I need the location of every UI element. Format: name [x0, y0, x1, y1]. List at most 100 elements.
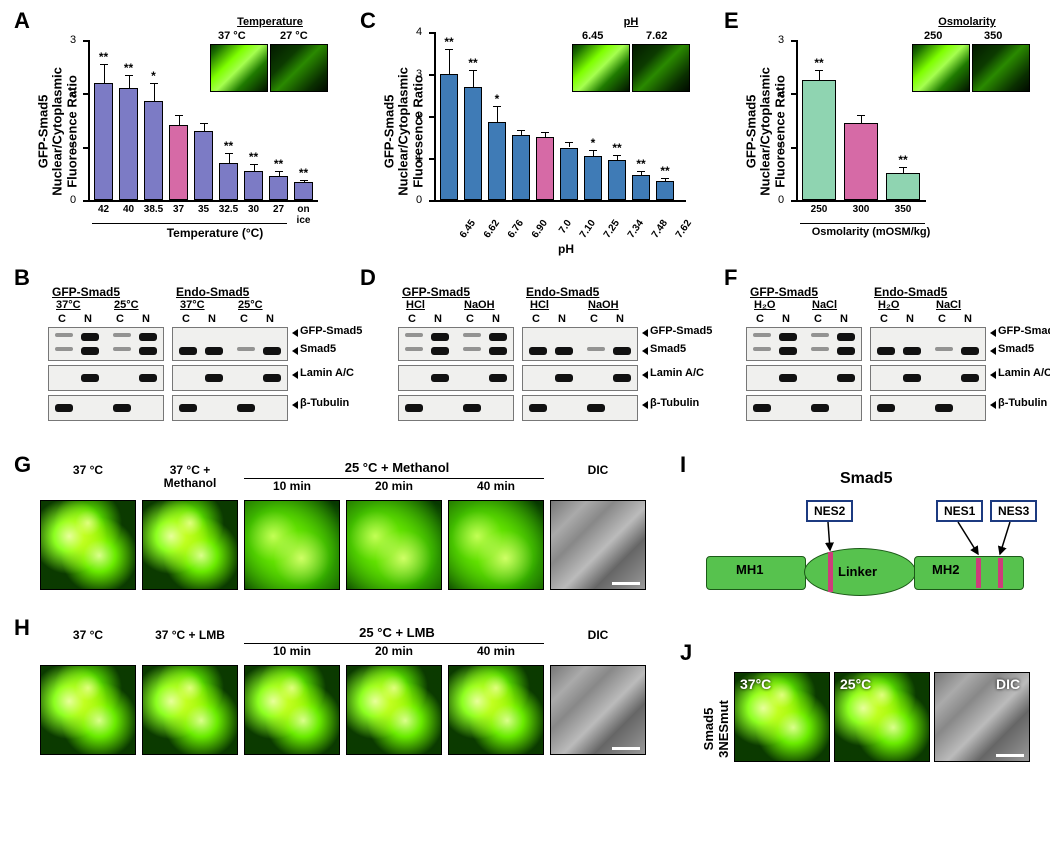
fluo-image: [550, 665, 646, 755]
errcap: [125, 75, 133, 76]
band: [113, 404, 131, 412]
fluo-image: [244, 665, 340, 755]
errcap: [541, 132, 549, 133]
sig-marker: **: [660, 164, 669, 178]
band: [405, 347, 423, 351]
bar: [656, 181, 674, 200]
smad5-diagram: Smad5 MH1 Linker MH2 NES2 NES1 NES3: [700, 470, 1030, 620]
blot-cond: 25°C: [114, 299, 139, 311]
errcap: [225, 153, 233, 154]
arrowhead-icon: [642, 329, 648, 337]
bar: [294, 182, 313, 200]
sig-marker: **: [249, 150, 258, 164]
band: [529, 347, 547, 355]
blot-cond: 37°C: [56, 299, 81, 311]
fluo-image: [346, 500, 442, 590]
band: [877, 347, 895, 355]
blot-lane: C: [116, 313, 124, 325]
band: [837, 374, 855, 382]
arrowhead-icon: [990, 371, 996, 379]
arrowhead-icon: [292, 329, 298, 337]
cell-label: 10 min: [244, 480, 340, 493]
blot-lane: C: [466, 313, 474, 325]
y-axis-C: [434, 32, 436, 200]
ytick-label: 3: [416, 68, 422, 80]
panel-letter-E: E: [724, 8, 739, 34]
sig-marker: **: [124, 61, 133, 75]
errbar: [154, 83, 155, 102]
fluo-image: [448, 500, 544, 590]
blot-title: Endo-Smad5: [874, 285, 947, 299]
blot-title: GFP-Smad5: [750, 285, 818, 299]
blot-lane: C: [240, 313, 248, 325]
errcap: [613, 155, 621, 156]
fluo-image: [142, 665, 238, 755]
blot-rowlabel: Lamin A/C: [998, 367, 1050, 379]
ytick: [83, 200, 88, 202]
blot-rowlabel: β-Tubulin: [650, 397, 699, 409]
ytick-label: 0: [416, 194, 422, 206]
band: [903, 374, 921, 382]
band: [55, 404, 73, 412]
arrowhead-icon: [642, 401, 648, 409]
fluo-image: [550, 500, 646, 590]
blot-lane: N: [558, 313, 566, 325]
band: [489, 374, 507, 382]
ytick: [791, 40, 796, 42]
blot-B: GFP-Smad537°CCN25°CCNEndo-Smad537°CCN25°…: [36, 285, 346, 445]
blot-cond: H₂O: [754, 299, 775, 311]
blot-cond: NaCl: [936, 299, 961, 311]
blot-lane: C: [532, 313, 540, 325]
sig-marker: *: [151, 69, 156, 83]
band: [935, 347, 953, 351]
ytick-label: 4: [416, 26, 422, 38]
ytick: [83, 40, 88, 42]
j-side-label: Smad5 3NESmut: [701, 679, 731, 779]
bar: [512, 135, 530, 200]
errcap: [493, 106, 501, 107]
errbar: [204, 123, 205, 131]
bar: [584, 156, 602, 200]
bar-xlabel: 40: [116, 204, 141, 215]
j-lbl-37: 37°C: [740, 676, 771, 692]
sig-marker: **: [814, 56, 823, 70]
sig-marker: **: [636, 157, 645, 171]
blot-lane: C: [58, 313, 66, 325]
j-lbl-25: 25°C: [840, 676, 871, 692]
cell-label: DIC: [550, 629, 646, 642]
band: [81, 347, 99, 355]
sig-marker: **: [224, 139, 233, 153]
ytick-label: 2: [778, 87, 784, 99]
band: [179, 404, 197, 412]
errcap: [517, 130, 525, 131]
ytick-label: 1: [778, 141, 784, 153]
band: [463, 404, 481, 412]
cell-label: 40 min: [448, 645, 544, 658]
errcap: [899, 167, 907, 168]
band: [81, 333, 99, 341]
insetE-label-2: 350: [984, 30, 1002, 42]
band: [431, 333, 449, 341]
panel-letter-D: D: [360, 265, 376, 291]
cell-label: 20 min: [346, 645, 442, 658]
cell-label: 40 min: [448, 480, 544, 493]
bar: [536, 137, 554, 200]
blot-D: GFP-Smad5HClCNNaOHCNEndo-Smad5HClCNNaOHC…: [386, 285, 706, 445]
blot-cond: NaOH: [588, 299, 619, 311]
band: [237, 404, 255, 412]
blot-lane: N: [142, 313, 150, 325]
y-axis-E: [796, 40, 798, 200]
insetA-label-1: 37 °C: [218, 30, 246, 42]
insetA-img-27: [270, 44, 328, 92]
blot-lane: N: [84, 313, 92, 325]
blot-lane: C: [938, 313, 946, 325]
fluo-image: [244, 500, 340, 590]
bar: [144, 101, 163, 200]
insetC-img-b: [632, 44, 690, 92]
blot-rowlabel: β-Tubulin: [300, 397, 349, 409]
j-scalebar: [996, 754, 1024, 757]
fluo-image: [448, 665, 544, 755]
ytick: [83, 147, 88, 149]
blot-lane: N: [616, 313, 624, 325]
x-axis-C: [434, 200, 686, 202]
